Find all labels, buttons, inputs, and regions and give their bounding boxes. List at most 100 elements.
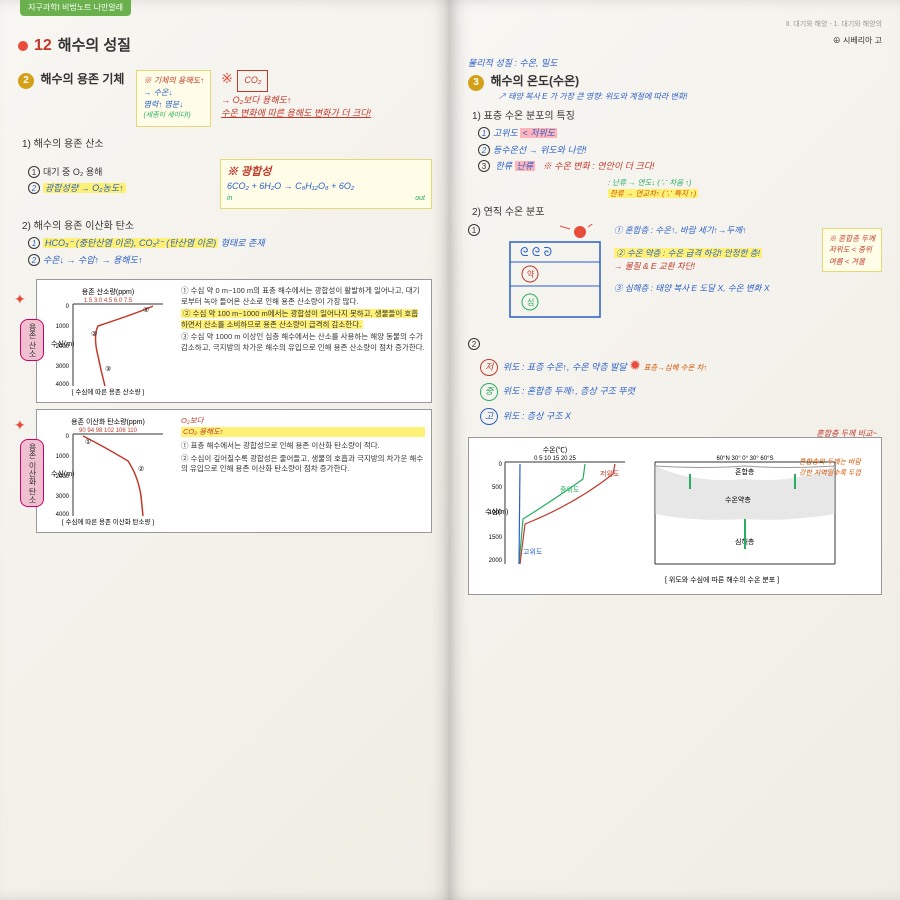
side-note: CO₂ 용해도↑ (181, 427, 425, 438)
item-text: < 저위도 (520, 128, 557, 138)
star-icon: ✹ (629, 357, 641, 373)
svg-text:1000: 1000 (56, 454, 70, 460)
left-page: 지구과학Ⅰ 비법노트 나만알래 12 해수의 성질 2 해수의 용존 기체 ※ … (0, 0, 450, 900)
item-text: 수온↓ → 수압↑ → 용해도↑ (43, 255, 142, 265)
side-note: 강한 지역일수록 두껍 (799, 469, 879, 480)
list-item: 2수온↓ → 수압↑ → 용해도↑ (28, 254, 432, 268)
svg-text:0 5 10 15 20 25: 0 5 10 15 20 25 (534, 456, 576, 462)
pin-icon (18, 41, 28, 51)
postit-line: 염력↑ 염분↓ (143, 99, 204, 111)
chart-notes: O₂보다 CO₂ 용해도↑ ① 표층 해수에서는 광합성으로 인해 용존 이산화… (181, 416, 425, 475)
eq-out: out (415, 194, 425, 205)
svg-text:[ 수심에 따른 용존 산소량 ]: [ 수심에 따른 용존 산소량 ] (72, 387, 145, 396)
svg-text:②: ② (91, 330, 97, 338)
mini-note: : 난류 → 연도↓ (∵ 차음 ↑) (608, 177, 882, 188)
section-title-2: 해수의 용존 기체 (41, 72, 125, 86)
section-badge-2: 2 (18, 73, 34, 89)
co2-note: → O₂보다 용해도↑ (221, 94, 371, 108)
subsection: 2) 연직 수온 분포 (472, 205, 882, 220)
svg-text:3000: 3000 (56, 494, 70, 500)
eq-in: in (227, 194, 232, 205)
photosynthesis-box: ※ 광합성 6CO₂ + 6H₂O → C₆H₁₂O₆ + 6O₂ in out (220, 159, 432, 210)
chart-note: ① 표층 해수에서는 광합성으로 인해 용존 이산화 탄소량이 적다. (181, 441, 425, 452)
chart-note: ② 수심 약 100 m~1000 m에서는 광합성이 일어나지 못하고, 생물… (181, 309, 418, 329)
svg-text:③: ③ (105, 365, 111, 373)
side-note: O₂보다 (181, 416, 425, 427)
list-item: 1대기 중 O₂ 용해 (28, 166, 216, 180)
layer-diagram: ᘓ ᘓ ᘐ 약 심 (500, 224, 610, 324)
chapter-text: 해수의 성질 (58, 35, 131, 58)
star-icon: ✦ (14, 289, 26, 310)
svg-text:고위도: 고위도 (523, 548, 543, 556)
svg-text:3000: 3000 (56, 364, 70, 370)
postit-line: 여름 < 겨울 (829, 256, 875, 267)
chart-note: ① 수심 약 0 m~100 m의 표층 해수에서는 광합성이 활발하게 일어나… (181, 286, 425, 307)
book-tab: 지구과학Ⅰ 비법노트 나만알래 (20, 0, 131, 16)
svg-text:1000: 1000 (56, 324, 70, 330)
svg-text:4000: 4000 (56, 382, 70, 388)
svg-text:0: 0 (499, 462, 503, 468)
svg-text:90 94 98 102 106 110: 90 94 98 102 106 110 (79, 428, 138, 434)
extra-top: ⊕ 시베리아 고 (468, 35, 882, 47)
subsection: 2) 해수의 용존 이산화 탄소 (22, 219, 432, 234)
postit-mixlayer: ※ 혼합층 두께 저위도 < 중위 여름 < 겨울 (822, 228, 882, 272)
item-text: 난류 (515, 161, 536, 171)
svg-text:수온(℃): 수온(℃) (543, 446, 568, 454)
layer-note: ② 수온 약층 : 수온 급격 하강! 안정한 층! (614, 247, 818, 260)
lat-badge-mid: 중 (480, 383, 498, 401)
chart-notes: ① 수심 약 0 m~100 m의 표층 해수에서는 광합성이 활발하게 일어나… (181, 286, 425, 353)
oxygen-chart: 용존 산소량(ppm) 1.5 3.0 4.5 6.0 7.5 수심(m) 0 … (36, 279, 432, 403)
lat-text: 위도 : 혼합층 두께↑, 층상 구조 뚜렷 (503, 386, 635, 396)
svg-text:2000: 2000 (489, 558, 503, 564)
svg-text:1.5 3.0 4.5 6.0 7.5: 1.5 3.0 4.5 6.0 7.5 (84, 298, 133, 304)
list-item: 2광합성량 → O₂농도↑ (28, 182, 216, 196)
star-icon: ※ (221, 70, 233, 86)
co2-box: CO₂ (237, 70, 268, 92)
svg-text:1500: 1500 (489, 535, 503, 541)
item-text: 광합성량 → O₂농도↑ (43, 183, 126, 193)
item-text: 형태로 존재 (221, 238, 265, 248)
item-text: 대기 중 O₂ 용해 (43, 167, 102, 177)
postit-line: ※ 기체의 용해도↑ (143, 75, 204, 87)
section-badge-3: 3 (468, 75, 484, 91)
layer-note: → 물질 & E 교환 차단! (614, 260, 818, 273)
lat-item: 고 위도 : 층상 구조 X (478, 406, 882, 428)
svg-text:심: 심 (527, 297, 534, 307)
postit-line: → 수온↓ (143, 87, 204, 99)
svg-text:0: 0 (66, 304, 70, 310)
svg-text:저위도: 저위도 (600, 469, 620, 478)
lat-text: 위도 : 층상 구조 X (503, 411, 571, 421)
section-title-3: 해수의 온도(수온) (491, 74, 580, 88)
layer-note: ③ 심해층 : 태양 복사 E 도달 X, 수온 변화 X (614, 282, 818, 295)
co2-note: 수온 변화에 따른 용해도 변화가 더 크다! (221, 107, 371, 121)
svg-text:4000: 4000 (56, 512, 70, 518)
subsection: 1) 해수의 용존 산소 (22, 137, 432, 152)
side-note: 혼합층 두께 비교~ (816, 428, 877, 440)
svg-text:0: 0 (66, 434, 70, 440)
postit-line: ※ 혼합층 두께 (829, 233, 875, 244)
lat-badge-hi: 고 (480, 408, 498, 426)
side-note: 혼합층의 두께는 바람 (799, 458, 879, 469)
temp-depth-svg: 수온(℃) 0 5 10 15 20 25 수심(m) 0 500 1000 1… (475, 444, 855, 584)
list-item: 1고위도 < 저위도 (478, 127, 882, 141)
item-text: HCO₃⁻ (중탄산염 이온), CO₃²⁻ (탄산염 이온) (43, 238, 218, 248)
svg-text:ᘓ ᘓ ᘐ: ᘓ ᘓ ᘐ (520, 245, 552, 259)
phys-note: 물리적 성질 : 수온, 밀도 (468, 57, 882, 71)
svg-text:60°N 30° 0° 30° 60°S: 60°N 30° 0° 30° 60°S (716, 456, 773, 462)
item-note: ※ 수온 변화 : 연안이 더 크다! (543, 161, 655, 171)
item-text: 한류 (496, 161, 513, 171)
right-page: Ⅱ. 대기와 해양 - 1. 대기와 해양의 ⊕ 시베리아 고 물리적 성질 :… (450, 0, 900, 900)
list-item: 2등수온선 → 위도와 나란! (478, 144, 882, 158)
chart-side-notes: 혼합층의 두께는 바람 강한 지역일수록 두껍 (799, 458, 879, 479)
svg-text:500: 500 (492, 485, 503, 491)
svg-text:약: 약 (527, 269, 535, 279)
chart-badge-co2: 용존 이산화 탄소 (20, 439, 44, 507)
temp-depth-chart: 혼합층 두께 비교~ 수온(℃) 0 5 10 15 20 25 수심(m) 0… (468, 437, 882, 595)
chapter-title: 12 해수의 성질 (18, 34, 432, 58)
list-item: 3 한류 난류 ※ 수온 변화 : 연안이 더 크다! (478, 160, 882, 174)
chapter-number: 12 (34, 34, 52, 58)
item-text: 고위도 (493, 128, 518, 138)
svg-text:[ 수심에 따른 용존 이산화 탄소량 ]: [ 수심에 따른 용존 이산화 탄소량 ] (62, 517, 154, 526)
lat-text: 위도 : 표층 수온↑, 수온 약층 발달 (503, 362, 627, 372)
chapter-header: Ⅱ. 대기와 해양 - 1. 대기와 해양의 (468, 20, 882, 31)
